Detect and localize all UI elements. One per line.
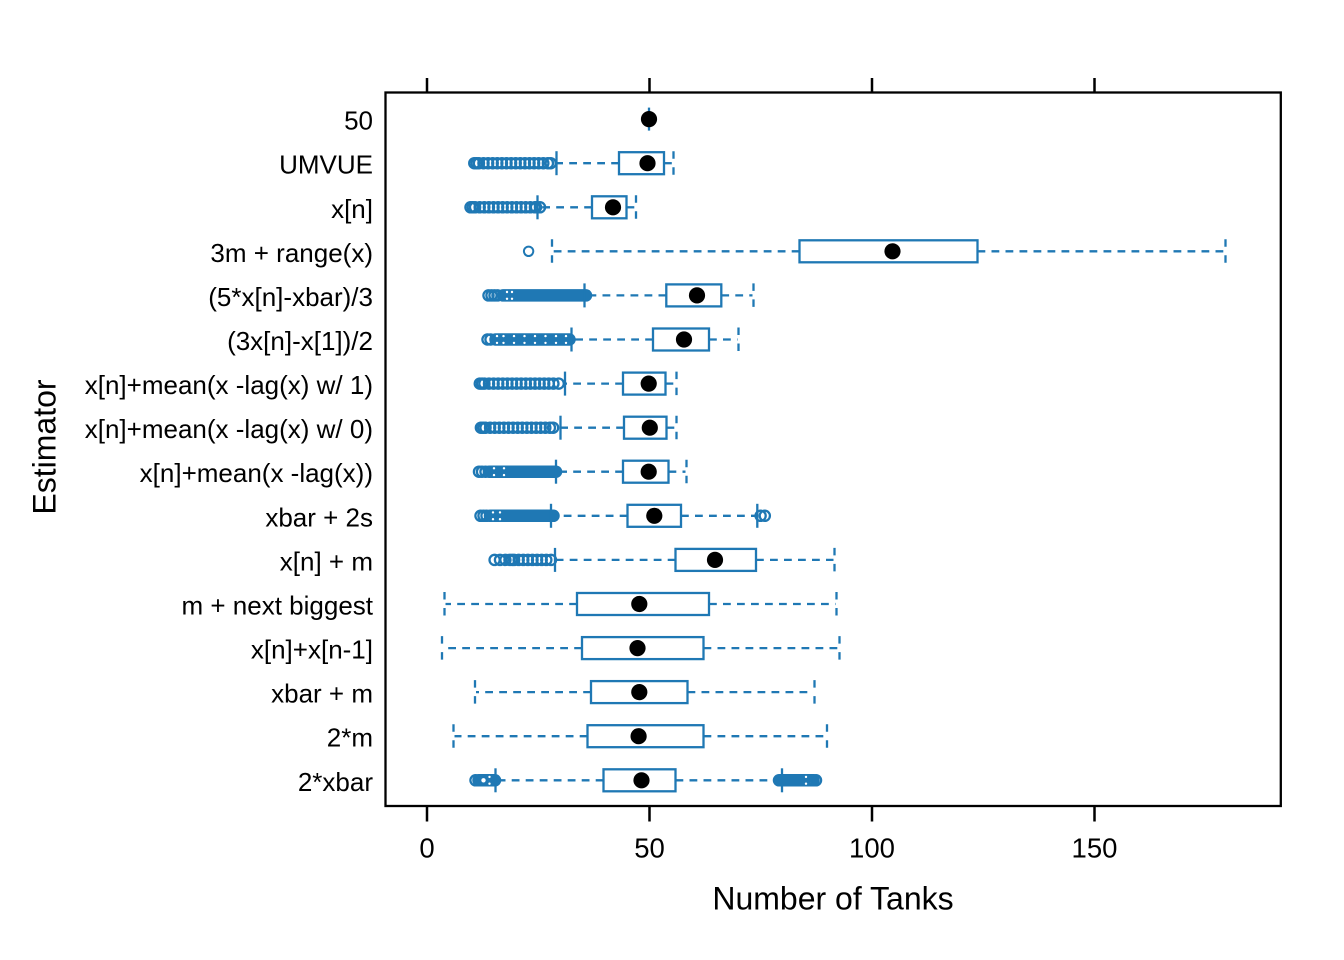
svg-text:m + next biggest: m + next biggest [182,591,374,621]
svg-text:2*m: 2*m [327,723,373,753]
svg-text:xbar + 2s: xbar + 2s [265,502,373,532]
svg-text:x[n]+mean(x -lag(x) w/ 0): x[n]+mean(x -lag(x) w/ 0) [85,414,373,444]
svg-text:(3x[n]-x[1])/2: (3x[n]-x[1])/2 [227,326,373,356]
svg-text:Number of Tanks: Number of Tanks [712,881,953,917]
svg-text:50: 50 [634,833,665,864]
svg-text:2*xbar: 2*xbar [298,767,373,797]
svg-text:x[n] + m: x[n] + m [280,546,373,576]
svg-text:3m + range(x): 3m + range(x) [210,238,373,268]
svg-text:x[n]+mean(x -lag(x) w/ 1): x[n]+mean(x -lag(x) w/ 1) [85,370,373,400]
svg-text:50: 50 [344,106,373,136]
svg-text:Estimator: Estimator [27,379,63,514]
svg-text:(5*x[n]-xbar)/3: (5*x[n]-xbar)/3 [208,282,373,312]
svg-text:x[n]+x[n-1]: x[n]+x[n-1] [251,635,373,665]
svg-text:150: 150 [1072,833,1118,864]
svg-text:0: 0 [419,833,434,864]
svg-text:x[n]+mean(x -lag(x)): x[n]+mean(x -lag(x)) [140,458,373,488]
svg-text:xbar + m: xbar + m [271,679,373,709]
svg-text:100: 100 [849,833,895,864]
svg-text:x[n]: x[n] [331,194,373,224]
svg-text:UMVUE: UMVUE [279,150,373,180]
